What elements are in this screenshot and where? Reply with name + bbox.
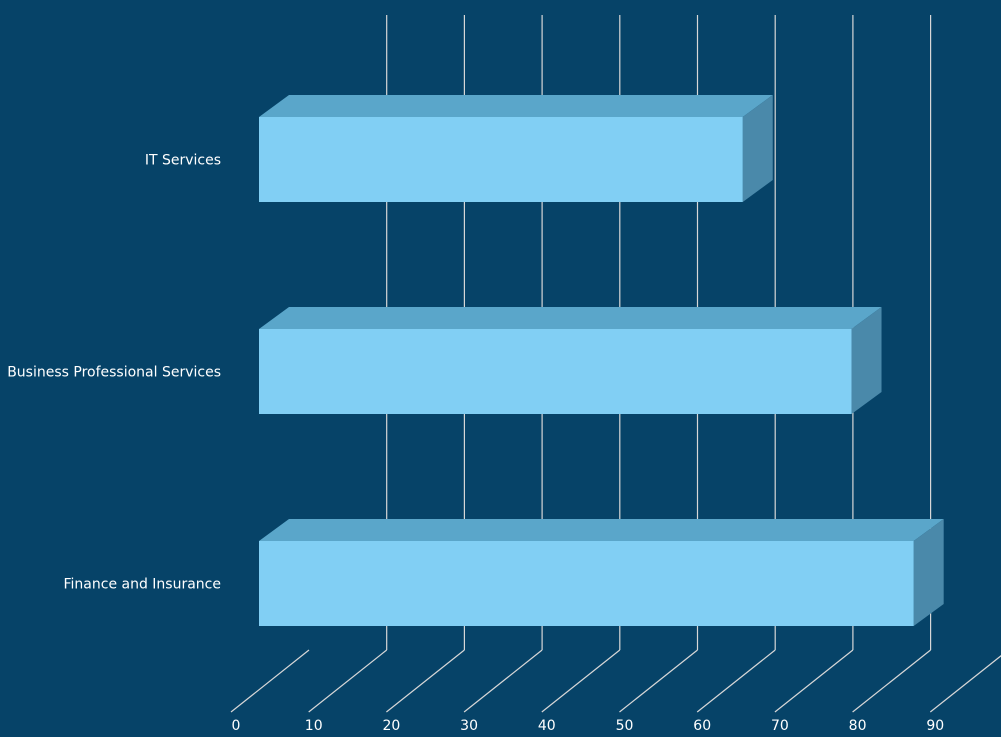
category-label: Business Professional Services [7,365,221,381]
floor-gridline [386,649,465,713]
x-tick-label: 10 [305,718,323,734]
category-labels: IT Services Business Professional Service… [7,153,221,593]
floor-gridline [230,649,310,713]
x-tick-label: 20 [382,718,400,734]
bar-side-face [742,95,773,202]
category-label: IT Services [145,153,221,169]
bar-top-face [259,307,882,329]
x-tick-label: 0 [232,718,241,734]
bar-side-face [913,519,944,626]
x-tick-label: 40 [538,718,556,734]
bars [259,95,944,626]
floor-gridline [541,649,621,713]
floor-gridline [852,649,931,713]
x-tick-label: 30 [460,718,478,734]
floor-gridline [929,655,1001,713]
floor-gridline [619,649,698,713]
floor-gridline [308,649,388,713]
bar-front-face [259,117,743,202]
x-tick-label: 80 [849,718,867,734]
bar-top-face [259,519,944,541]
bar [259,307,882,414]
floor-gridline [696,649,776,713]
floor-gridline [774,649,854,713]
bar-top-face [259,95,773,117]
x-axis-ticks: 0 10 20 30 40 50 60 70 80 90 [232,718,945,734]
x-tick-label: 60 [693,718,711,734]
category-label: Finance and Insurance [64,577,222,593]
bar-front-face [259,329,852,414]
bar-front-face [259,541,914,626]
bar [259,95,773,202]
floor-gridline [463,649,543,713]
x-tick-label: 50 [616,718,634,734]
x-tick-label: 70 [771,718,789,734]
x-tick-label: 90 [926,718,944,734]
bar-side-face [851,307,882,414]
bar [259,519,944,626]
